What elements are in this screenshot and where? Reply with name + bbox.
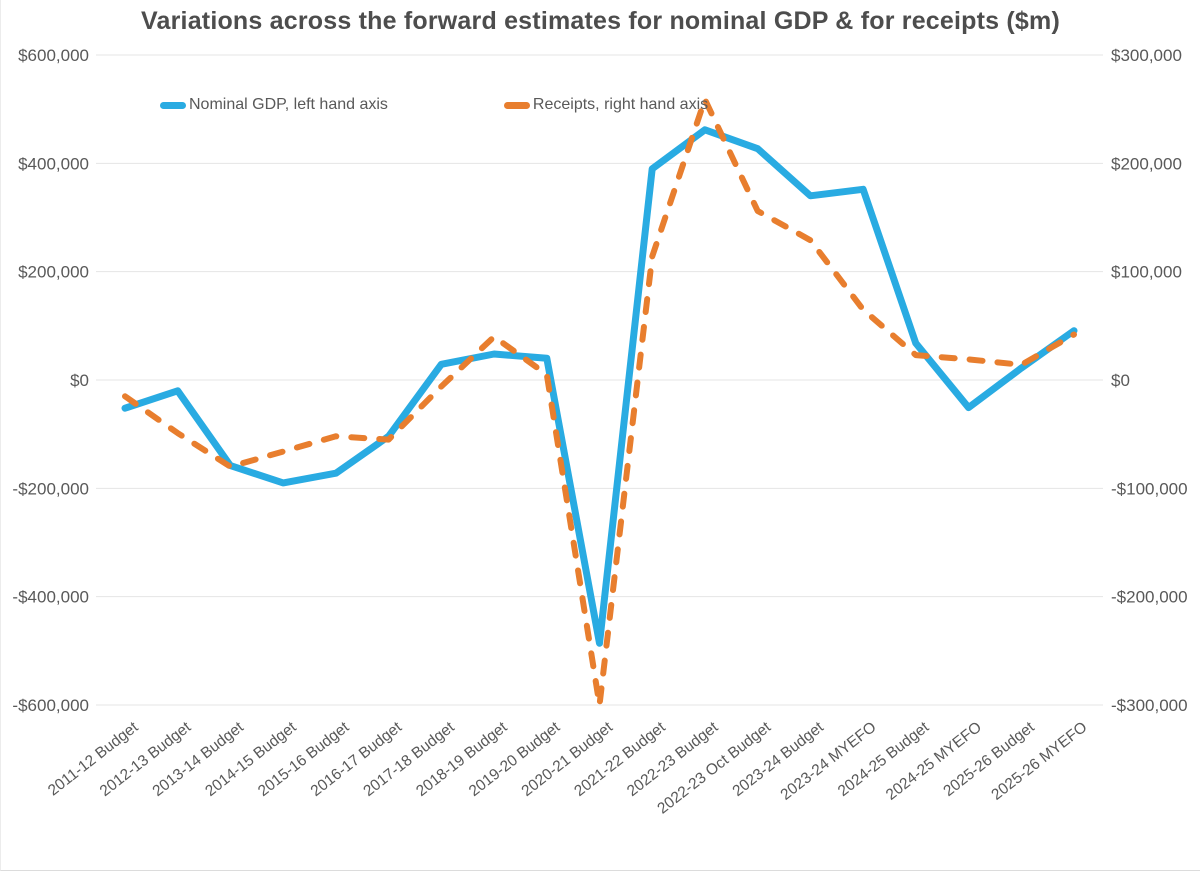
right-axis-tick-label: $300,000: [1111, 46, 1182, 65]
left-axis-tick-label: $0: [70, 371, 89, 390]
right-axis-tick-label: $0: [1111, 371, 1130, 390]
x-axis-category-label: 2024-25 MYEFO: [883, 719, 985, 804]
x-axis-category-label: 2018-19 Budget: [413, 718, 511, 800]
x-axis-category-label: 2017-18 Budget: [360, 718, 458, 800]
right-axis-tick-label: $200,000: [1111, 154, 1182, 173]
x-axis-category-label: 2015-16 Budget: [255, 718, 353, 800]
legend-label-nominal-gdp: Nominal GDP, left hand axis: [189, 96, 388, 113]
chart-title: Variations across the forward estimates …: [141, 7, 1060, 35]
legend-label-receipts: Receipts, right hand axis: [532, 96, 709, 113]
x-axis-category-label: 2022-23 Budget: [624, 718, 722, 800]
nominal-gdp-line-swatch-icon: [160, 101, 186, 109]
x-axis-category-label: 2023-24 Budget: [729, 718, 827, 800]
x-axis-category-label: 2013-14 Budget: [150, 718, 248, 800]
series-line-receipts-right-hand-axis: [122, 96, 1077, 708]
left-axis-tick-label: -$200,000: [12, 479, 89, 498]
x-axis-category-label: 2011-12 Budget: [45, 718, 142, 799]
x-axis-category-label: 2012-13 Budget: [97, 718, 195, 800]
x-axis-category-label: 2019-20 Budget: [466, 718, 564, 800]
left-axis-tick-label: $200,000: [18, 263, 89, 282]
x-axis-category-label: 2020-21 Budget: [519, 718, 617, 800]
right-axis-tick-label: -$300,000: [1111, 696, 1188, 715]
legend: Nominal GDP, left hand axis Receipts, ri…: [160, 96, 708, 114]
receipts-line-swatch-icon: [503, 101, 530, 109]
x-axis-category-label: 2025-26 MYEFO: [988, 719, 1090, 804]
x-axis-category-label: 2025-26 Budget: [940, 718, 1038, 800]
series-line-nominal-gdp-left-hand-axis: [121, 126, 1078, 647]
legend-item-nominal-gdp: Nominal GDP, left hand axis: [160, 96, 388, 114]
x-axis-category-label: 2021-22 Budget: [571, 718, 669, 800]
x-axis-category-label: 2023-24 MYEFO: [777, 719, 879, 804]
x-axis-category-label: 2024-25 Budget: [835, 718, 933, 800]
x-axis-category-label: 2014-15 Budget: [202, 718, 300, 800]
left-axis-tick-label: $600,000: [18, 46, 89, 65]
right-axis-tick-label: -$200,000: [1111, 588, 1188, 607]
right-axis-tick-label: $100,000: [1111, 263, 1182, 282]
left-axis-tick-label: $400,000: [18, 154, 89, 173]
x-axis-category-label: 2016-17 Budget: [308, 718, 406, 800]
left-axis-tick-label: -$400,000: [12, 588, 89, 607]
right-axis-tick-label: -$100,000: [1111, 479, 1188, 498]
legend-item-receipts: Receipts, right hand axis: [503, 96, 709, 114]
left-axis-tick-label: -$600,000: [12, 696, 89, 715]
